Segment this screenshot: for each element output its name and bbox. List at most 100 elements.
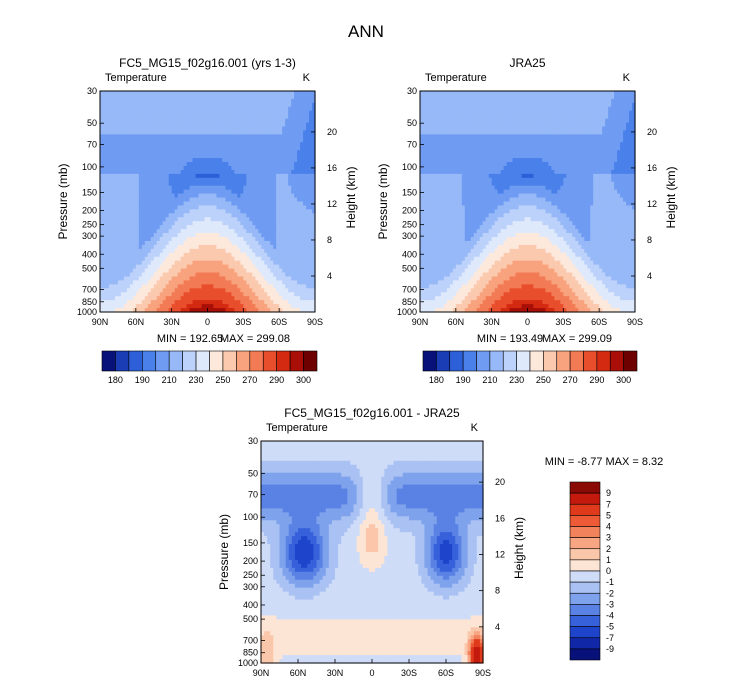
heatmap-cell: [207, 142, 212, 147]
heatmap-cell: [141, 91, 146, 96]
heatmap-cell: [156, 229, 161, 234]
heatmap-cell: [100, 126, 104, 132]
heatmap-cell: [231, 169, 235, 175]
heatmap-cell: [216, 110, 221, 116]
heatmap-cell: [153, 193, 158, 199]
heatmap-cell: [249, 189, 253, 195]
heatmap-cell: [273, 205, 277, 210]
heatmap-cell: [159, 205, 164, 210]
heatmap-cell: [171, 154, 176, 159]
heatmap-cell: [189, 197, 194, 203]
heatmap-cell: [108, 102, 113, 108]
x-tick-label: 90N: [92, 317, 109, 327]
heatmap-cell: [111, 201, 116, 207]
heatmap-cell: [180, 213, 185, 218]
heatmap-cell: [108, 150, 113, 155]
heatmap-cell: [312, 162, 316, 167]
heatmap-cell: [237, 91, 241, 96]
heatmap-cell: [156, 189, 161, 195]
heatmap-cell: [129, 233, 134, 238]
heatmap-cell: [141, 233, 146, 238]
heatmap-cell: [228, 221, 232, 226]
heatmap-cell: [120, 106, 125, 112]
heatmap-cell: [258, 217, 262, 222]
heatmap-cell: [100, 193, 104, 199]
heatmap-cell: [279, 213, 283, 218]
heatmap-cell: [147, 177, 152, 183]
heatmap-cell: [189, 138, 194, 143]
heatmap-cell: [282, 177, 286, 183]
heatmap-cell: [258, 185, 262, 191]
heatmap-cell: [156, 94, 161, 100]
heatmap-cell: [174, 142, 179, 147]
heatmap-cell: [141, 134, 146, 139]
heatmap-cell: [147, 126, 152, 132]
heatmap-cell: [198, 165, 203, 171]
heatmap-cell: [180, 169, 185, 175]
heatmap-cell: [267, 201, 271, 207]
heatmap-cell: [312, 244, 316, 250]
heatmap-cell: [252, 221, 256, 226]
heatmap-cell: [111, 248, 116, 254]
heatmap-cell: [186, 165, 191, 171]
heatmap-cell: [249, 102, 253, 108]
heatmap-cell: [228, 244, 232, 250]
heatmap-cell: [150, 114, 155, 120]
heatmap-cell: [189, 162, 194, 167]
heatmap-cell: [126, 110, 131, 116]
heatmap-cell: [180, 201, 185, 207]
heatmap-cell: [120, 165, 125, 171]
heatmap-cell: [192, 150, 197, 155]
heatmap-cell: [279, 205, 283, 210]
heatmap-cell: [285, 244, 289, 250]
heatmap-cell: [303, 158, 307, 163]
heatmap-cell: [270, 177, 274, 183]
heatmap-cell: [114, 237, 119, 242]
heatmap-cell: [102, 126, 107, 132]
heatmap-cell: [120, 244, 125, 250]
heatmap-cell: [141, 118, 146, 124]
heatmap-cell: [270, 173, 274, 179]
heatmap-cell: [228, 225, 232, 230]
heatmap-cell: [201, 213, 206, 218]
heatmap-cell: [225, 91, 230, 96]
heatmap-cell: [300, 138, 304, 143]
heatmap-cell: [228, 162, 232, 167]
heatmap-cell: [276, 122, 280, 128]
heatmap-cell: [105, 181, 110, 187]
heatmap-cell: [258, 244, 262, 250]
heatmap-cell: [126, 217, 131, 222]
heatmap-cell: [141, 221, 146, 226]
heatmap-cell: [204, 154, 209, 159]
heatmap-cell: [207, 173, 212, 179]
heatmap-cell: [240, 229, 244, 234]
heatmap-cell: [192, 233, 197, 238]
heatmap-cell: [180, 240, 185, 246]
heatmap-cell: [168, 154, 173, 159]
heatmap-cell: [111, 126, 116, 132]
heatmap-cell: [168, 237, 173, 242]
heatmap-cell: [138, 91, 143, 96]
heatmap-cell: [138, 142, 143, 147]
heatmap-cell: [255, 240, 259, 246]
heatmap-cell: [186, 150, 191, 155]
x-tick-label: 60S: [271, 317, 287, 327]
heatmap-cell: [273, 240, 277, 246]
heatmap-cell: [174, 205, 179, 210]
heatmap-cell: [168, 189, 173, 195]
heatmap-cell: [243, 162, 247, 167]
heatmap-cell: [288, 173, 292, 179]
y-tick-label: 150: [82, 187, 97, 197]
heatmap-cell: [204, 130, 209, 136]
heatmap-cell: [258, 181, 262, 187]
heatmap-cell: [243, 102, 247, 108]
heatmap-cell: [150, 98, 155, 104]
heatmap-cell: [114, 225, 119, 230]
heatmap-cell: [252, 181, 256, 187]
heatmap-cell: [270, 217, 274, 222]
heatmap-cell: [234, 91, 238, 96]
heatmap-cell: [228, 240, 232, 246]
heatmap-cell: [273, 229, 277, 234]
heatmap-cell: [255, 197, 259, 203]
heatmap-cell: [264, 110, 268, 116]
